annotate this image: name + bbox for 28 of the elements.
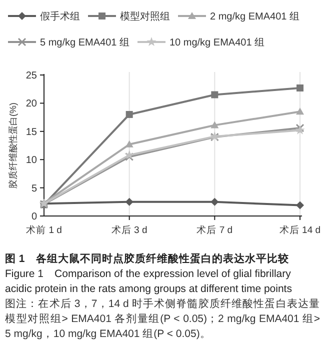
- y-tick-label: 25: [26, 70, 38, 82]
- text: 图注：在术后 3，7，14 d 时手术侧脊髓胶质纤维酸性蛋白表达量模型对照组> EMA401 各剂量组(P < 0.05)；2 mg/kg EMA401 组> 5 mg/kg，10 mg/kg EMA401 组(P < 0.05)。: [5, 297, 320, 342]
- text: 图 1 各组大鼠不同时点胶质纤维酸性蛋白的表达水平比较: [5, 252, 290, 267]
- legend-label: 2 mg/kg EMA401 组: [210, 10, 300, 22]
- legend-label: 5 mg/kg EMA401 组: [40, 36, 130, 48]
- x-tick-label: 术前 1 d: [26, 224, 62, 236]
- y-tick-label: 0: [31, 212, 38, 222]
- legend-label: 10 mg/kg EMA401 组: [169, 36, 265, 48]
- text: Figure 1 Comparison of the expression level of glial fibrillary acidic protein in the rats among groups at different time points: [5, 267, 293, 297]
- point: [210, 121, 219, 128]
- x-tick-label: 术后 14 d: [279, 224, 321, 236]
- x-tick-label: 术后 7 d: [196, 224, 233, 236]
- y-tick-label: 5: [31, 183, 38, 194]
- point: [126, 110, 133, 118]
- point: [211, 91, 218, 98]
- point: [125, 198, 134, 206]
- point: [296, 108, 304, 115]
- legend-label: 假手术组: [40, 10, 80, 22]
- y-axis-title: 胶质纤维酸性蛋白(%): [8, 102, 18, 188]
- y-tick-label: 15: [26, 126, 38, 138]
- point: [296, 84, 304, 92]
- y-tick-label: 20: [26, 98, 38, 110]
- point: [210, 198, 219, 206]
- x-tick-label: 术后 3 d: [111, 224, 148, 236]
- point: [296, 201, 304, 210]
- legend-label: 模型对照组: [120, 10, 170, 22]
- point: [125, 152, 134, 162]
- y-tick-label: 10: [26, 155, 38, 166]
